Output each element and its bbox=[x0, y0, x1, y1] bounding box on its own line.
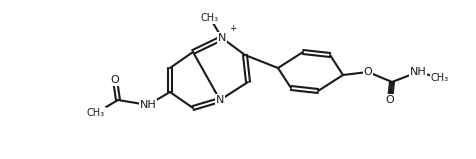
Text: +: + bbox=[228, 24, 236, 33]
Text: CH₃: CH₃ bbox=[200, 13, 218, 23]
Text: N: N bbox=[218, 33, 226, 43]
Text: NH: NH bbox=[139, 100, 156, 110]
Text: O: O bbox=[110, 75, 119, 85]
Text: O: O bbox=[363, 67, 372, 77]
Text: NH: NH bbox=[409, 67, 426, 77]
Text: CH₃: CH₃ bbox=[430, 73, 448, 83]
Text: N: N bbox=[215, 95, 224, 105]
Text: O: O bbox=[385, 95, 394, 105]
Text: CH₃: CH₃ bbox=[87, 108, 105, 118]
